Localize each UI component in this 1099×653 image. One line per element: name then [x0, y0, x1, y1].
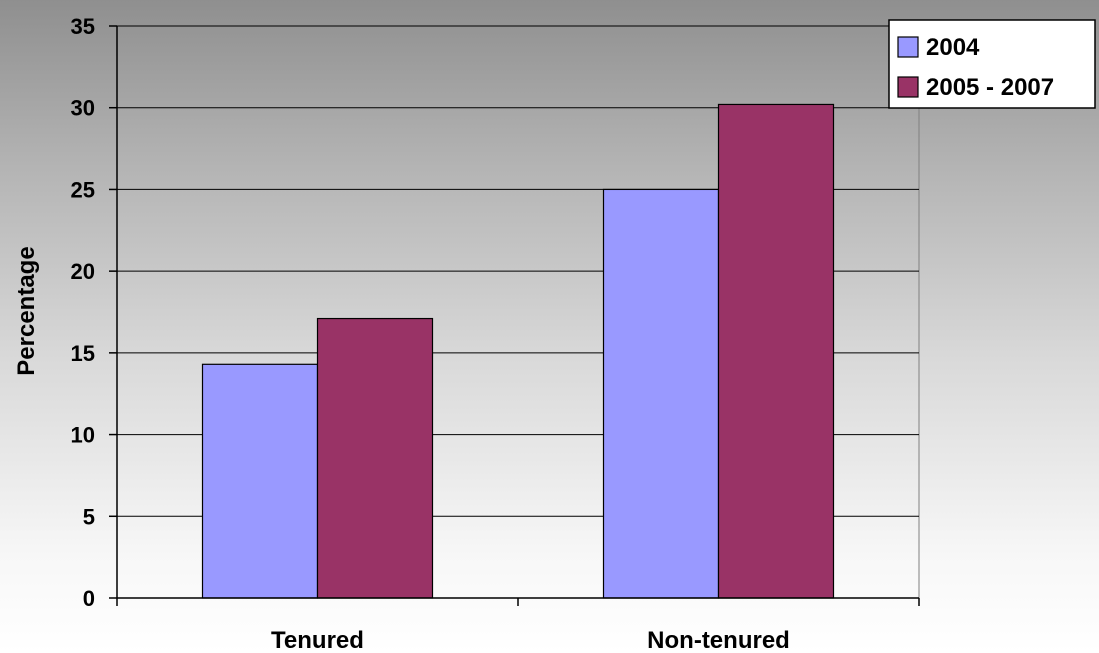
axes: [109, 25, 920, 606]
bar-series-2-non-tenured: [717, 103, 835, 599]
legend-items: 2004 2005 - 2007: [897, 34, 1054, 101]
legend-swatch: [897, 36, 919, 58]
x-tick-label: Tenured: [271, 627, 364, 653]
y-tick-label: 20: [71, 259, 95, 284]
y-tick-label: 35: [71, 14, 95, 39]
x-tick-label: Non-tenured: [647, 627, 790, 653]
legend-label: 2004: [926, 34, 980, 61]
y-tick-labels: 0 5 10 15 20 25 30 35: [71, 14, 95, 611]
legend-box: [888, 19, 1096, 109]
bars: [201, 103, 835, 599]
y-tick-label: 0: [83, 586, 95, 611]
y-tick-label: 10: [71, 423, 95, 448]
y-axis-title: Percentage: [13, 246, 40, 375]
y-tick-label: 30: [71, 96, 95, 121]
y-tick-label: 5: [83, 504, 95, 529]
legend-swatch: [897, 76, 919, 98]
bar-series-1-non-tenured: [602, 188, 720, 599]
plot-area: 0 5 10 15 20 25 30 35 Tenured Non-tenured: [71, 14, 920, 653]
bar-series-2-tenured: [316, 317, 434, 599]
x-tick-labels: Tenured Non-tenured: [271, 627, 790, 653]
y-tick-label: 25: [71, 177, 95, 202]
y-tick-label: 15: [71, 341, 95, 366]
bar-series-1-tenured: [201, 363, 319, 599]
legend-label: 2005 - 2007: [926, 74, 1054, 101]
legend: 2004 2005 - 2007: [888, 19, 1096, 109]
